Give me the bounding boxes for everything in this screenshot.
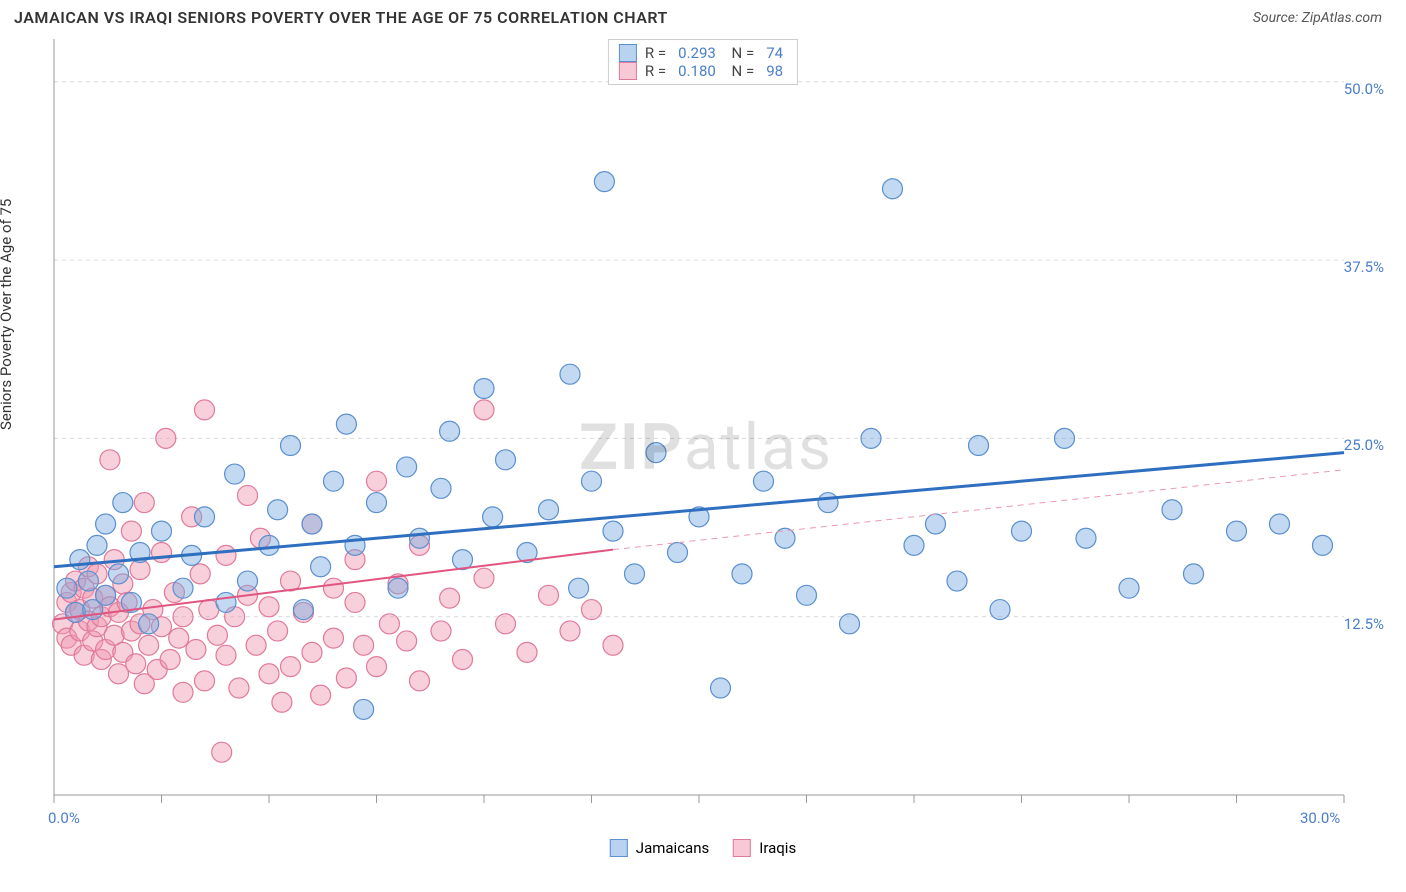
legend-item-jamaicans: Jamaicans [610, 839, 709, 857]
scatter-chart [14, 35, 1354, 825]
correlation-legend: R = 0.293 N = 74 R = 0.180 N = 98 [608, 39, 798, 85]
legend-row-iraqis: R = 0.180 N = 98 [619, 62, 787, 80]
swatch-iraqis-icon [733, 839, 751, 857]
chart-title: JAMAICAN VS IRAQI SENIORS POVERTY OVER T… [14, 8, 668, 27]
legend-row-jamaicans: R = 0.293 N = 74 [619, 44, 787, 62]
y-tick-label: 37.5% [1344, 258, 1384, 276]
swatch-jamaicans [619, 44, 637, 62]
legend-item-iraqis: Iraqis [733, 839, 796, 857]
chart-source: Source: ZipAtlas.com [1253, 10, 1382, 26]
swatch-jamaicans-icon [610, 839, 628, 857]
series-legend: Jamaicans Iraqis [610, 839, 796, 857]
x-tick-label-left: 0.0% [48, 809, 80, 827]
y-tick-label: 25.0% [1344, 436, 1384, 454]
y-axis-label: Seniors Poverty Over the Age of 75 [0, 199, 15, 430]
swatch-iraqis [619, 62, 637, 80]
chart-header: JAMAICAN VS IRAQI SENIORS POVERTY OVER T… [0, 0, 1406, 35]
x-tick-label-right: 30.0% [1300, 809, 1340, 827]
y-tick-label: 50.0% [1344, 80, 1384, 98]
chart-container: Seniors Poverty Over the Age of 75 ZIPat… [14, 35, 1392, 825]
y-tick-label: 12.5% [1344, 615, 1384, 633]
